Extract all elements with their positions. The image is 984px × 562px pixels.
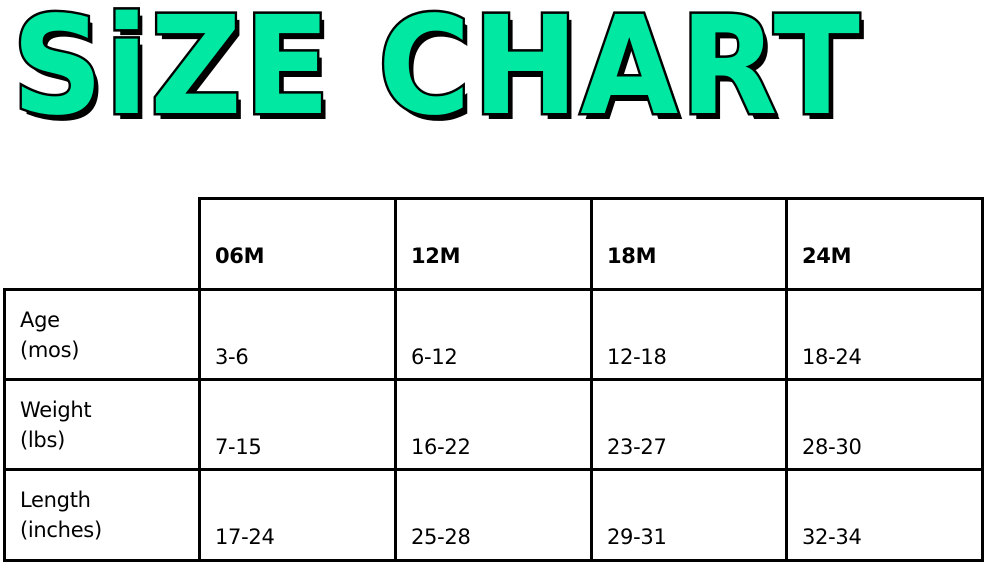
table-cell: 17-24 <box>198 468 397 562</box>
table-cell: 32-34 <box>785 468 984 562</box>
column-header: 12M <box>394 197 593 291</box>
column-header: 24M <box>785 197 984 291</box>
row-label-line: (lbs) <box>20 428 65 452</box>
row-label: Length (inches) <box>3 468 201 562</box>
table-cell: 25-28 <box>394 468 593 562</box>
row-label-line: Weight <box>20 398 92 422</box>
table-cell: 28-30 <box>785 378 984 471</box>
table-cell: 18-24 <box>785 288 984 381</box>
row-label-line: (mos) <box>20 338 80 362</box>
row-label-line: Age <box>20 308 60 332</box>
row-label-line: (inches) <box>20 518 102 542</box>
table-cell: 12-18 <box>590 288 788 381</box>
table-cell: 16-22 <box>394 378 593 471</box>
column-header: 18M <box>590 197 788 291</box>
row-label: Age (mos) <box>3 288 201 381</box>
table-cell: 7-15 <box>198 378 397 471</box>
table-cell: 3-6 <box>198 288 397 381</box>
page-title: SiZE CHART <box>10 0 863 146</box>
row-label-line: Length <box>20 488 91 512</box>
table-cell: 23-27 <box>590 378 788 471</box>
column-header: 06M <box>198 197 397 291</box>
table-cell: 6-12 <box>394 288 593 381</box>
row-label: Weight (lbs) <box>3 378 201 471</box>
table-cell: 29-31 <box>590 468 788 562</box>
